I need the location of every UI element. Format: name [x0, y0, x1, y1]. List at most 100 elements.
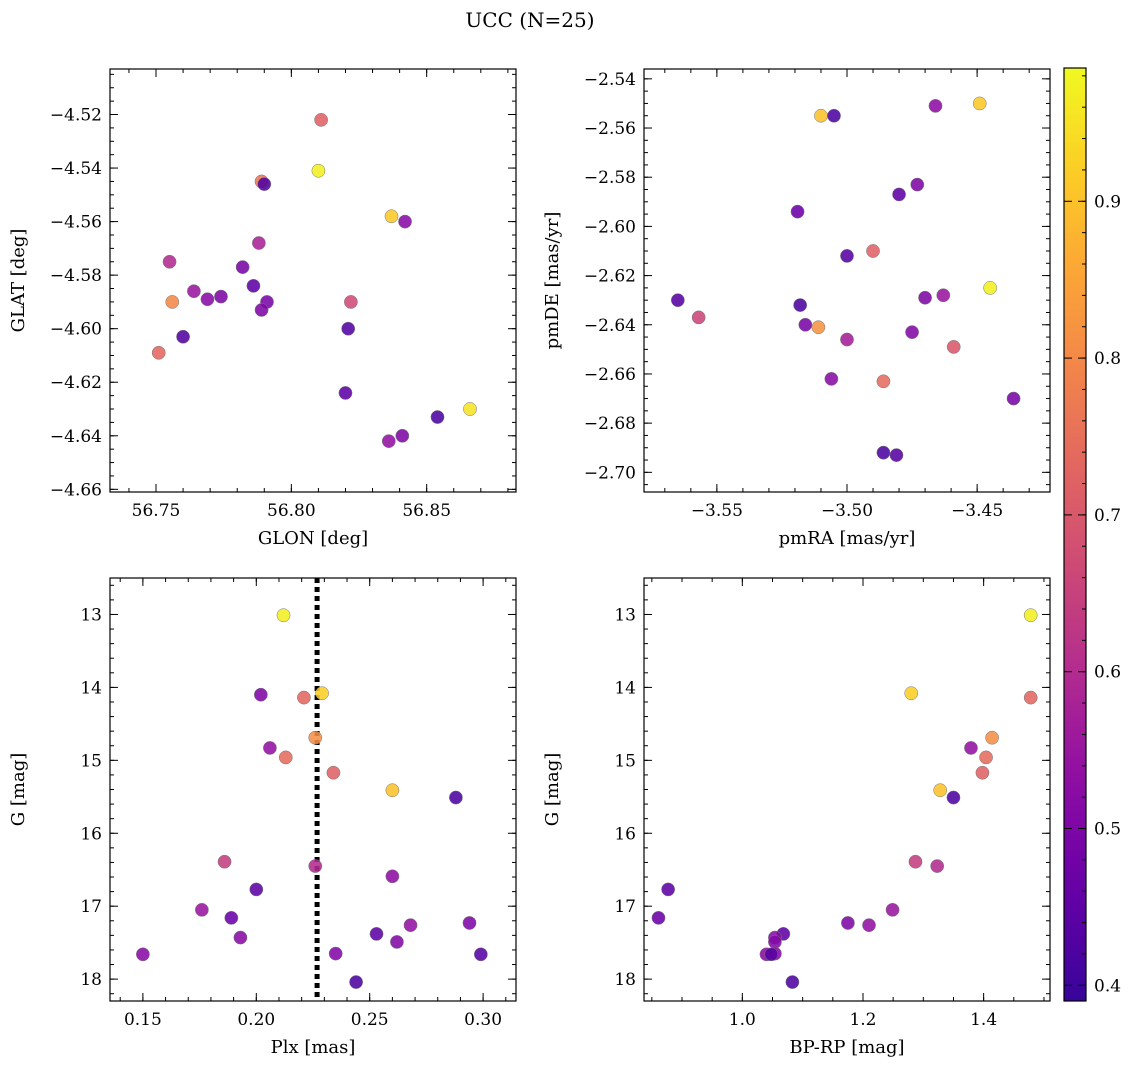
x-tick-label: 0.25 [351, 1010, 389, 1030]
scatter-point [908, 854, 923, 869]
scatter-point [344, 295, 358, 309]
panels: 56.75 56.80 56.85 −4.66 −4.64 −4.62 −4.60 −4.58… [8, 68, 1051, 1058]
y-tick-label: −2.64 [584, 316, 636, 336]
scatter-point [841, 916, 855, 930]
scatter-points [136, 608, 488, 989]
scatter-point [381, 434, 396, 448]
scatter-point [814, 108, 828, 123]
scatter-point [162, 254, 177, 269]
y-tick-label: 14 [80, 678, 102, 698]
scatter-point [811, 320, 826, 335]
scatter-point [840, 332, 854, 347]
y-tick-label: 18 [614, 970, 636, 990]
colorbar: 0.4 0.5 0.6 0.7 0.8 0.9 [1063, 67, 1121, 1002]
scatter-point [910, 177, 925, 192]
scatter-point [905, 325, 919, 339]
scatter-point [790, 204, 805, 219]
scatter-point [885, 902, 900, 917]
scatter-point [473, 947, 488, 962]
scatter-point [876, 374, 891, 389]
scatter-point [876, 445, 891, 460]
y-tick-label: −2.58 [584, 168, 636, 188]
scatter-point [793, 298, 808, 312]
scatter-point [328, 946, 343, 961]
x-tick-label: 1.4 [970, 1010, 997, 1030]
scatter-point [930, 859, 945, 873]
scatter-points [151, 113, 477, 448]
scatter-point [276, 608, 291, 623]
scatter-point [933, 783, 948, 798]
y-tick-label: −2.62 [584, 267, 636, 287]
scatter-point [862, 918, 876, 933]
ticks [110, 69, 516, 492]
scatter-point [390, 935, 404, 949]
scatter-point [691, 310, 706, 325]
axes-frame [109, 577, 517, 1002]
y-axis-label: pmDE [mas/yr] [542, 212, 563, 350]
scatter-point [308, 859, 323, 873]
scatter-point [187, 284, 201, 299]
axes-frame [643, 68, 1051, 493]
y-tick-label: 17 [80, 897, 102, 917]
y-tick-label: −4.52 [50, 106, 102, 126]
scatter-point [462, 916, 477, 930]
scatter-point [936, 288, 951, 303]
scatter-point [249, 882, 264, 897]
y-axis-label: GLAT [deg] [8, 229, 29, 333]
y-tick-label: −2.68 [584, 414, 636, 434]
axes-frame [643, 577, 1051, 1002]
scatter-point [983, 281, 997, 295]
y-tick-label: −2.54 [584, 70, 636, 90]
y-tick-label: −4.58 [50, 266, 102, 286]
scatter-point [263, 741, 277, 755]
scatter-point [403, 918, 418, 933]
y-tick-label: −4.64 [50, 427, 102, 447]
x-tick-label: 1.0 [729, 1010, 756, 1030]
scatter-point [385, 869, 400, 884]
y-tick-label: 18 [80, 970, 102, 990]
y-tick-label: −2.56 [584, 119, 636, 139]
ticks [644, 69, 1050, 492]
scatter-points [670, 96, 1021, 462]
x-tick-label: 0.30 [464, 1010, 502, 1030]
panel-cmd: 1.0 1.2 1.4 13 14 15 16 17 18 BP-RP [mag] G [mag] [542, 577, 1051, 1058]
scatter-point [904, 686, 919, 701]
scatter-point [979, 750, 993, 765]
y-tick-label: −2.60 [584, 217, 636, 237]
y-tick-label: −2.70 [584, 463, 636, 483]
scatter-point [972, 96, 987, 111]
scatter-point [798, 317, 813, 332]
scatter-point [308, 730, 323, 745]
y-tick-label: 13 [614, 605, 636, 625]
colorbar-tick-label: 0.6 [1094, 663, 1121, 683]
scatter-point [278, 750, 293, 765]
scatter-point [297, 690, 311, 705]
ticks [110, 578, 516, 1001]
scatter-point [395, 428, 410, 443]
colorbar-tick-label: 0.5 [1094, 820, 1121, 840]
scatter-point [254, 303, 269, 317]
y-axis-label: G [mag] [542, 753, 563, 826]
scatter-points [651, 608, 1038, 989]
scatter-point [252, 236, 266, 250]
figure-title: UCC (N=25) [465, 8, 594, 32]
scatter-point [918, 290, 932, 305]
scatter-point [866, 244, 880, 258]
colorbar-tick-label: 0.7 [1094, 506, 1121, 526]
scatter-point [892, 187, 906, 202]
colorbar-tick-label: 0.8 [1094, 349, 1121, 369]
scatter-point [1023, 690, 1038, 705]
scatter-point [233, 930, 248, 945]
scatter-point [217, 854, 232, 869]
scatter-point [670, 293, 685, 308]
x-axis-label: Plx [mas] [271, 1037, 356, 1058]
panel-plx-g: 0.15 0.20 0.25 0.30 13 14 15 16 17 18 Plx [mas] G [… [8, 577, 517, 1058]
y-tick-label: −4.56 [50, 213, 102, 233]
y-tick-label: −2.66 [584, 365, 636, 385]
scatter-point [349, 975, 363, 989]
scatter-point [889, 448, 904, 462]
scatter-point [315, 686, 329, 701]
scatter-point [964, 741, 978, 755]
scatter-point [176, 329, 190, 344]
scatter-point [764, 947, 779, 962]
